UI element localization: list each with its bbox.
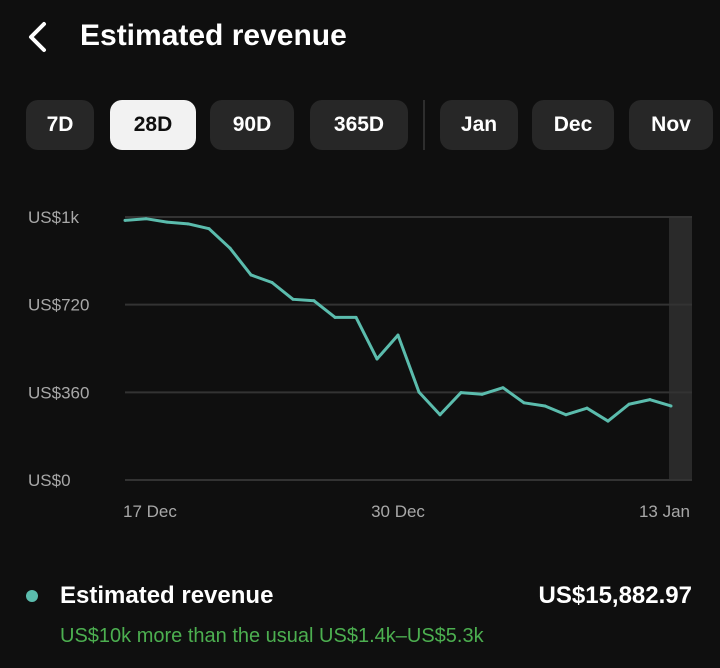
data-point xyxy=(144,217,148,221)
data-point xyxy=(543,404,547,408)
data-point xyxy=(123,218,127,222)
tab-7d[interactable]: 7D xyxy=(26,100,94,150)
data-point xyxy=(228,246,232,250)
tab-divider xyxy=(423,100,425,150)
comparison-note: US$10k more than the usual US$1.4k–US$5.… xyxy=(60,625,484,647)
data-point xyxy=(354,315,358,319)
data-point xyxy=(270,281,274,285)
y-tick-label: US$360 xyxy=(28,383,89,402)
revenue-chart[interactable]: US$0 US$360 US$720 US$1k 17 Dec 30 Dec 13 Jan xyxy=(0,190,720,540)
data-point xyxy=(207,227,211,231)
data-point xyxy=(585,406,589,410)
revenue-line xyxy=(124,217,672,423)
legend-label: Estimated revenue xyxy=(60,582,274,609)
y-tick-label: US$0 xyxy=(28,471,71,490)
data-point xyxy=(564,413,568,417)
data-point xyxy=(480,392,484,396)
data-point xyxy=(375,357,379,361)
data-point xyxy=(669,404,673,408)
data-point xyxy=(627,402,631,406)
data-point xyxy=(249,273,253,277)
tab-365d[interactable]: 365D xyxy=(310,100,408,150)
data-point xyxy=(312,299,316,303)
data-point xyxy=(396,333,400,337)
y-tick-label: US$1k xyxy=(28,208,80,227)
data-point xyxy=(459,391,463,395)
page-title: Estimated revenue xyxy=(80,19,347,52)
tab-90d[interactable]: 90D xyxy=(210,100,294,150)
tab-dec[interactable]: Dec xyxy=(532,100,614,150)
tab-jan[interactable]: Jan xyxy=(440,100,518,150)
selected-day-highlight xyxy=(669,217,692,480)
data-point xyxy=(165,220,169,224)
tab-nov[interactable]: Nov xyxy=(629,100,713,150)
data-point xyxy=(522,401,526,405)
data-point xyxy=(438,413,442,417)
x-tick-label: 17 Dec xyxy=(123,502,177,521)
data-point xyxy=(291,297,295,301)
data-point xyxy=(186,222,190,226)
x-tick-label: 30 Dec xyxy=(371,502,425,521)
chevron-left-icon xyxy=(29,22,46,52)
tab-28d[interactable]: 28D xyxy=(110,100,196,150)
legend-dot xyxy=(26,590,38,602)
y-tick-label: US$720 xyxy=(28,296,89,315)
back-button[interactable] xyxy=(22,18,58,58)
data-point xyxy=(333,315,337,319)
x-tick-label: 13 Jan xyxy=(639,502,690,521)
data-point xyxy=(501,386,505,390)
data-point xyxy=(648,398,652,402)
data-point xyxy=(606,419,610,423)
total-revenue-value: US$15,882.97 xyxy=(538,582,692,609)
data-point xyxy=(417,390,421,394)
